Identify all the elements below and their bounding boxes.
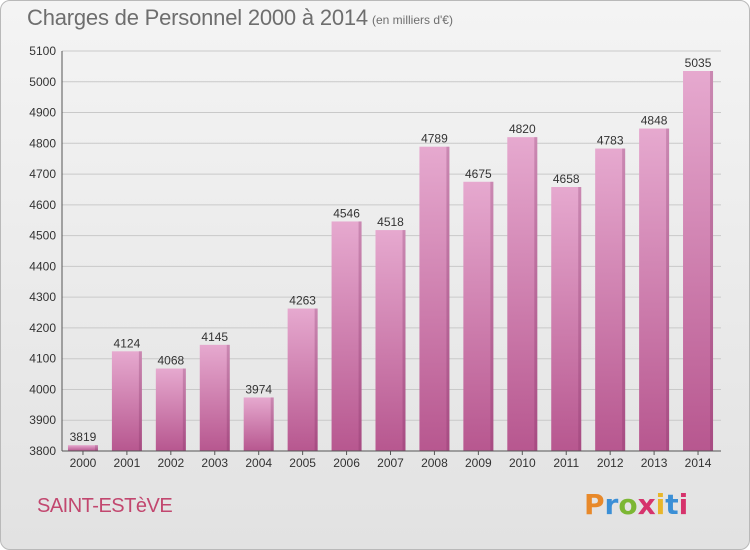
bar-value-label: 4820 — [509, 122, 536, 136]
bar — [67, 445, 98, 451]
bar — [507, 137, 538, 451]
chart-title: Charges de Personnel 2000 à 2014 — [27, 5, 368, 30]
logo-letter: o — [618, 488, 638, 521]
bar — [463, 181, 494, 451]
x-tick-label: 2006 — [333, 456, 360, 470]
bars: 3819 4124 4068 4145 3974 4263 4546 4518 4789 4675… — [67, 56, 714, 452]
bar-edge-shade — [270, 397, 274, 451]
x-tick-label: 2012 — [597, 456, 624, 470]
bar-edge-shade — [490, 181, 494, 451]
bar — [595, 148, 626, 452]
x-tick-label: 2005 — [289, 456, 316, 470]
x-tick-label: 2009 — [465, 456, 492, 470]
y-tick-label: 4800 — [29, 136, 56, 150]
bar — [243, 397, 274, 451]
y-tick-label: 3900 — [29, 413, 56, 427]
bar-edge-shade — [94, 445, 98, 451]
bar-edge-shade — [534, 137, 538, 451]
bar — [155, 368, 186, 451]
x-tick-label: 2007 — [377, 456, 404, 470]
bar-value-label: 4145 — [201, 330, 228, 344]
bar-value-label: 4658 — [553, 172, 580, 186]
y-tick-label: 5000 — [29, 75, 56, 89]
bar-edge-shade — [578, 187, 582, 451]
bar-value-label: 4783 — [597, 134, 624, 148]
bar-value-label: 5035 — [685, 56, 712, 70]
bar-value-label: 3974 — [245, 382, 272, 396]
x-tick-label: 2003 — [201, 456, 228, 470]
bar-edge-shade — [666, 128, 670, 451]
y-tick-label: 5100 — [29, 44, 56, 58]
x-tick-label: 2014 — [685, 456, 712, 470]
bar — [639, 128, 670, 451]
bar-value-label: 4546 — [333, 206, 360, 220]
place-name: SAINT-ESTèVE — [37, 495, 173, 517]
bar — [287, 308, 318, 451]
y-tick-label: 4000 — [29, 382, 56, 396]
bar-edge-shade — [358, 221, 362, 451]
logo-letter: i — [655, 488, 666, 521]
axes: 3800 3900 4000 4100 4200 4300 4400 4500 4600 4700… — [29, 44, 721, 470]
bar-edge-shade — [226, 344, 230, 451]
y-tick-label: 4600 — [29, 198, 56, 212]
chart-subtitle: (en milliers d'€) — [372, 13, 453, 27]
bar-value-label: 4848 — [641, 114, 668, 128]
x-tick-label: 2004 — [245, 456, 272, 470]
bar-value-label: 4675 — [465, 167, 492, 181]
y-tick-label: 4700 — [29, 167, 56, 181]
x-tick-label: 2001 — [114, 456, 141, 470]
x-tick-label: 2013 — [641, 456, 668, 470]
bar — [419, 146, 450, 451]
y-tick-label: 4500 — [29, 229, 56, 243]
bar-edge-shade — [182, 368, 186, 451]
bar-edge-shade — [402, 230, 406, 451]
logo-letter: t — [665, 488, 679, 521]
bar-edge-shade — [446, 146, 450, 451]
bar-edge-shade — [622, 148, 626, 452]
bar-value-label: 4068 — [157, 354, 184, 368]
proxiti-logo[interactable]: Proxiti — [584, 488, 688, 521]
x-tick-label: 2002 — [157, 456, 184, 470]
logo-letter: i — [678, 488, 689, 521]
x-tick-label: 2000 — [70, 456, 97, 470]
y-tick-label: 4100 — [29, 352, 56, 366]
logo-letter: x — [637, 488, 656, 521]
logo-letter: P — [584, 488, 605, 521]
bar-value-label: 4518 — [377, 215, 404, 229]
bar-value-label: 4789 — [421, 132, 448, 146]
bar-value-label: 4263 — [289, 294, 316, 308]
logo-letter: r — [604, 488, 619, 521]
bar — [683, 71, 714, 451]
y-tick-label: 3800 — [29, 444, 56, 458]
bar-value-label: 4124 — [114, 336, 141, 350]
bar — [551, 187, 582, 451]
y-tick-label: 4300 — [29, 290, 56, 304]
y-tick-label: 4400 — [29, 259, 56, 273]
bar — [111, 351, 142, 451]
bar — [199, 344, 230, 451]
y-tick-label: 4200 — [29, 321, 56, 335]
bar-edge-shade — [138, 351, 142, 451]
bar — [331, 221, 362, 451]
x-tick-label: 2011 — [553, 456, 579, 470]
bar-edge-shade — [710, 71, 714, 451]
bar — [375, 230, 406, 451]
x-tick-label: 2008 — [421, 456, 448, 470]
bar-value-label: 3819 — [70, 430, 97, 444]
x-tick-label: 2010 — [509, 456, 536, 470]
bar-edge-shade — [314, 308, 318, 451]
y-tick-label: 4900 — [29, 106, 56, 120]
